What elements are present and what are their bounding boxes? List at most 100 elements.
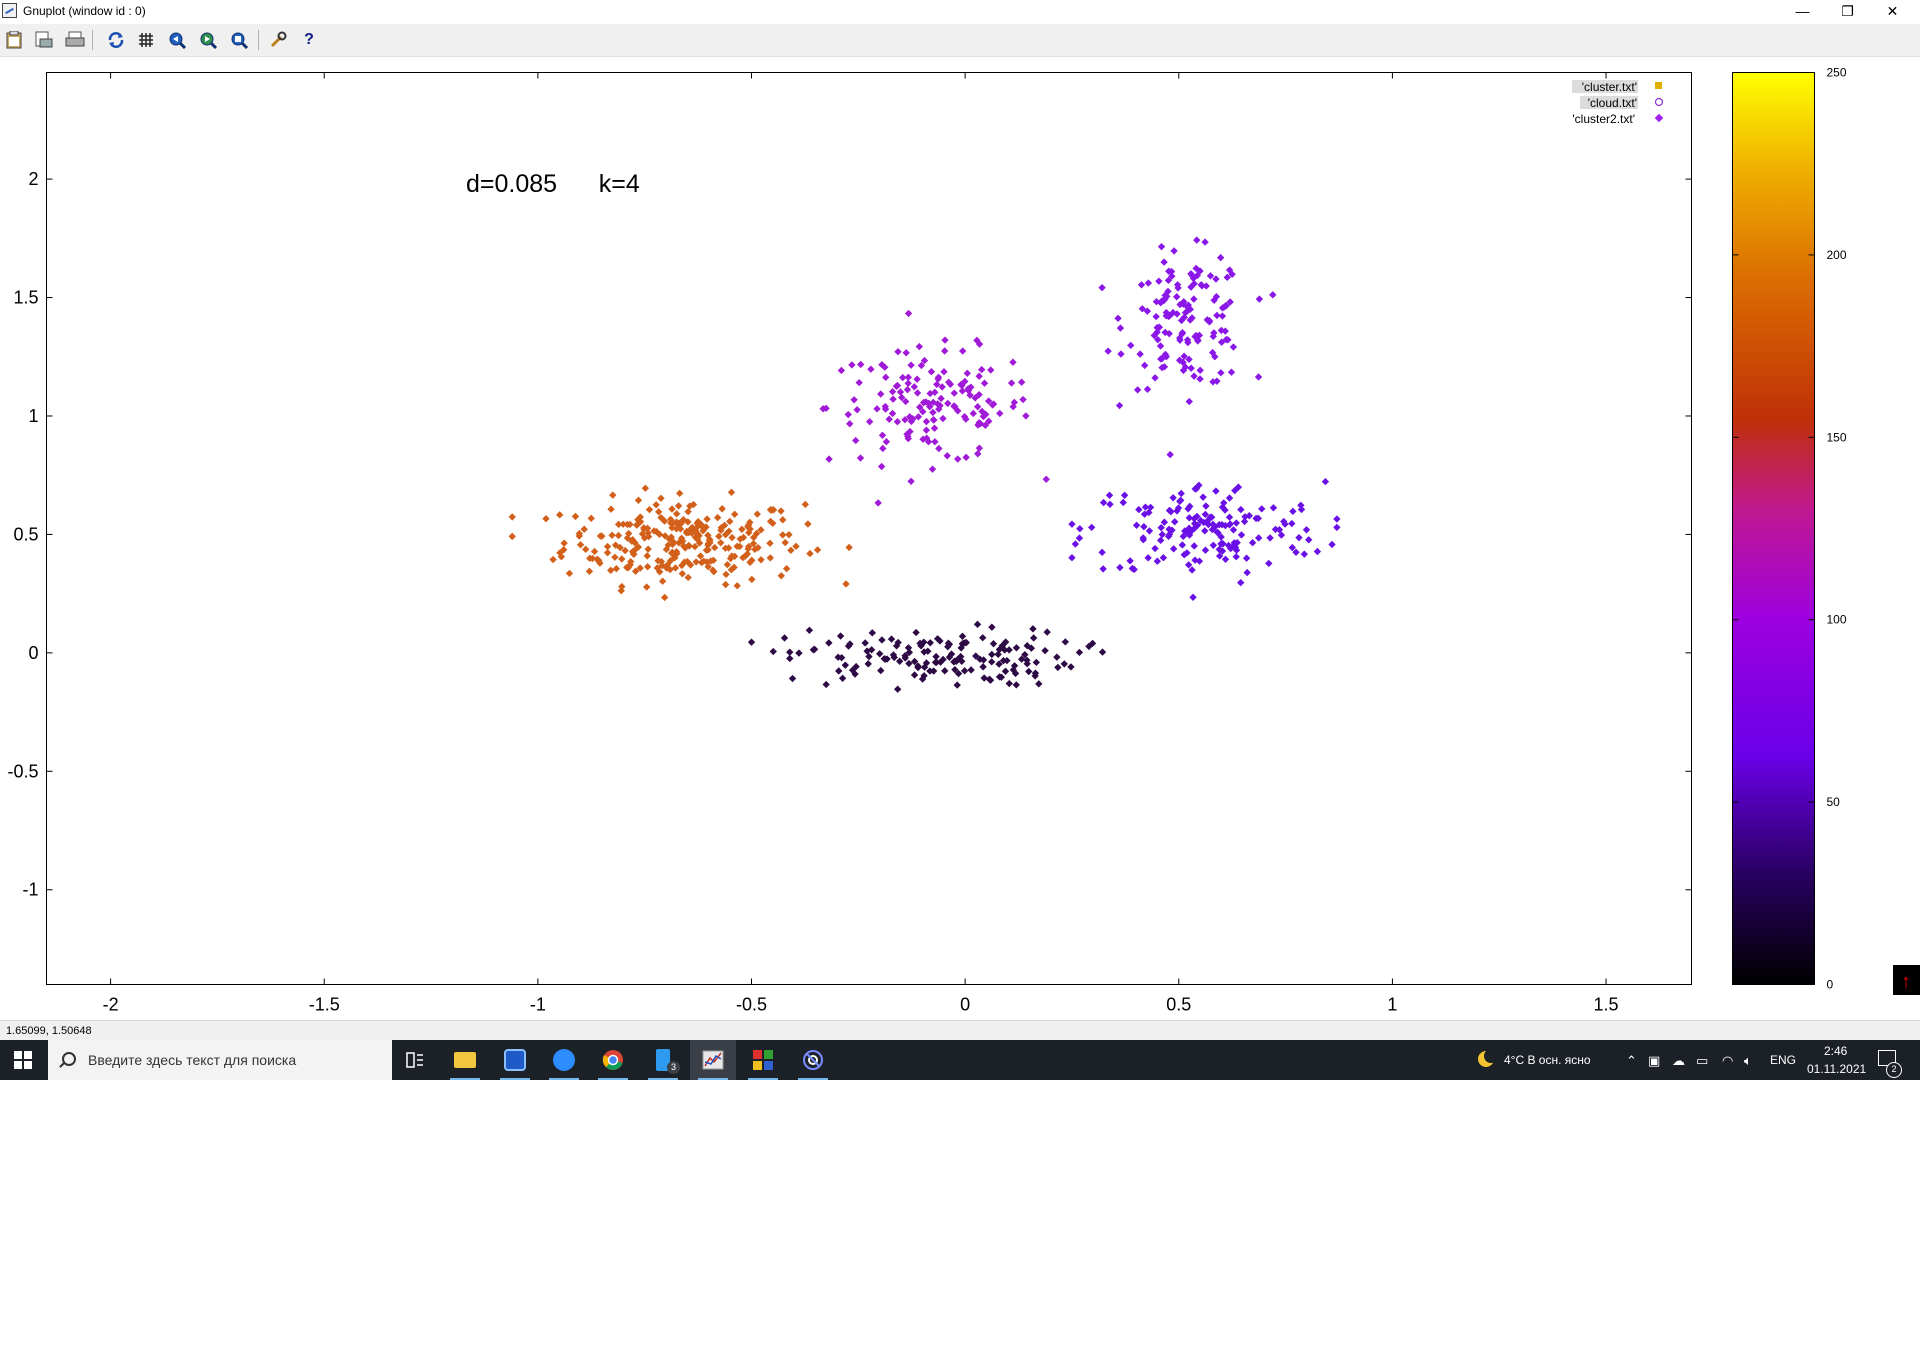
clock-date[interactable]: 01.11.2021 [1807,1062,1867,1076]
legend-entry-cloud[interactable]: 'cloud.txt' [1588,96,1637,110]
legend-entry-cluster[interactable]: 'cluster.txt' [1582,80,1637,94]
scatter-point [954,669,963,678]
scatter-point [931,438,939,446]
legend-marker-cluster [1655,82,1662,89]
zoom-next-icon[interactable] [196,28,220,52]
scatter-point [1043,628,1051,636]
scatter-point [1305,536,1313,544]
restore-button[interactable]: ❐ [1841,3,1854,19]
zoom-previous-icon[interactable] [165,28,189,52]
scatter-point [940,347,949,355]
file-explorer-icon[interactable] [442,1040,488,1080]
grid-icon[interactable] [134,28,158,52]
scatter-point [691,533,700,541]
scatter-point [873,405,881,413]
scatter-point [744,523,752,531]
clock-time[interactable]: 2:46 [1824,1044,1848,1058]
scatter-point [1170,247,1178,255]
search-input[interactable]: Введите здесь текст для поиска [88,1052,297,1068]
help-icon[interactable]: ? [304,31,314,48]
scatter-point [679,542,688,550]
scatter-point [910,671,919,679]
wifi-icon[interactable]: ◠ [1722,1053,1734,1068]
scatter-point [1137,281,1146,289]
scatter-point [607,505,615,513]
legend-entry-cluster2[interactable]: 'cluster2.txt' [1572,112,1635,126]
start-button[interactable] [0,1040,46,1080]
scatter-point [1245,512,1253,520]
chevron-up-icon[interactable]: ⌃ [1626,1053,1637,1068]
scatter-point [576,541,585,549]
scatter-point [1232,553,1240,561]
scatter-point [582,545,590,554]
scatter-point [1025,667,1033,676]
close-button[interactable]: ✕ [1886,3,1899,19]
scatter-point [614,520,623,529]
zoom-icon[interactable] [541,1040,587,1080]
scatter-point [1209,378,1217,386]
meet-now-icon[interactable]: ▣ [1648,1053,1661,1068]
gnuplot-taskbar-icon[interactable] [690,1040,736,1080]
scatter-point [914,413,923,421]
toolbar-separator [258,30,259,50]
scatter-point [1209,541,1218,549]
scatter-point [1155,277,1163,285]
scatter-point [918,675,927,683]
scatter-point [1061,638,1070,646]
colorbar-tick-label: 150 [1827,430,1847,444]
scatter-point [1165,330,1173,338]
minimize-button[interactable]: — [1795,3,1810,19]
scatter-point [1212,487,1220,495]
scatter-point [723,560,732,569]
scatter-point [1021,650,1029,659]
replot-icon[interactable] [104,28,128,52]
scatter-point [1119,498,1127,507]
scatter-point [617,587,625,595]
scatter-point [1183,549,1191,557]
scatter-point [667,533,676,541]
scatter-point [721,580,730,589]
chrome-icon[interactable] [590,1040,636,1080]
scatter-point [883,655,891,663]
scatter-point [1242,554,1251,562]
scatter-point [748,575,756,584]
scatter-point [979,656,988,664]
scatter-point [981,421,990,430]
language-indicator[interactable]: ENG [1770,1053,1797,1067]
svg-text:↑: ↑ [1901,971,1911,993]
scatter-point [882,373,890,382]
winrar-icon[interactable] [740,1040,786,1080]
scatter-point [929,408,937,417]
scatter-point [804,520,812,528]
scatter-point [825,639,833,647]
onedrive-cloud-icon[interactable]: ☁ [1672,1053,1685,1068]
far-manager-icon[interactable] [492,1040,538,1080]
scatter-point [1202,502,1210,510]
network-app-icon[interactable] [790,1040,836,1080]
colorbar-tick-label: 100 [1827,613,1847,627]
unzoom-icon[interactable] [227,28,251,52]
scatter-point [931,658,940,666]
y-tick-label: 0.5 [13,524,38,544]
scatter-point [901,397,910,406]
scatter-point [1201,527,1209,535]
task-view-icon[interactable] [392,1040,438,1080]
legend-highlight [1572,80,1638,93]
scatter-point [709,556,718,565]
scatter-point [1017,655,1026,663]
scatter-point [661,532,669,540]
battery-icon[interactable]: ▭ [1696,1053,1709,1068]
print-preview-icon[interactable] [32,28,56,52]
scatter-point [909,415,917,423]
scatter-point [954,407,962,415]
notepad-icon[interactable]: 3 [640,1040,686,1080]
options-icon[interactable] [266,28,290,52]
taskbar-search-box[interactable]: Введите здесь текст для поиска [48,1040,392,1080]
scatter-point [984,397,993,405]
weather-text[interactable]: 4°C В осн. ясно [1504,1053,1591,1067]
clipboard-icon[interactable] [2,28,26,52]
print-icon[interactable] [63,28,87,52]
scatter-point [664,541,672,549]
scroll-indicator[interactable]: ↑ [1893,965,1920,995]
volume-icon[interactable]: 🔈︎ [1744,1053,1752,1068]
